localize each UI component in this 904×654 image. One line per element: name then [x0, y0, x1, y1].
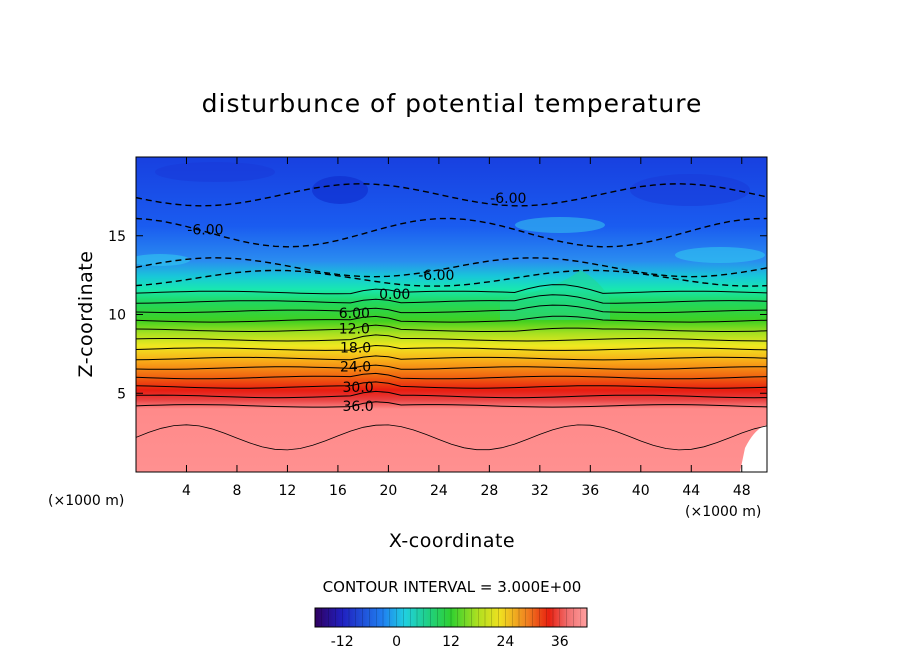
y-tick-label: 15	[108, 229, 126, 245]
chart-title: disturbunce of potential temperature	[202, 89, 703, 118]
cold-patch	[312, 176, 368, 204]
contour-line	[136, 355, 767, 361]
x-tick-label: 40	[632, 483, 650, 499]
x-tick-label: 20	[379, 483, 397, 499]
x-tick-label: 48	[733, 483, 751, 499]
blank-patch	[740, 425, 767, 472]
y-axis-label: Z-coordinate	[75, 251, 97, 378]
contour-line	[136, 304, 767, 314]
colorbar-tick-label: 0	[392, 634, 401, 650]
contour-label: 30.0	[343, 380, 374, 396]
contour-line-negative	[136, 183, 767, 207]
colorbar-tick-label: 24	[496, 634, 514, 650]
contour-label: 18.0	[340, 341, 371, 357]
x-tick-label: 8	[232, 483, 241, 499]
warm-streak	[136, 254, 190, 266]
x-tick-label: 4	[182, 483, 191, 499]
contour-line	[136, 364, 767, 370]
x-tick-label: 12	[279, 483, 297, 499]
warm-streak	[675, 247, 765, 263]
colorbar	[314, 607, 588, 628]
y-tick-label: 5	[117, 386, 126, 402]
y-tick-label: 10	[108, 308, 126, 324]
x-axis-ticks: 4 8 12 16 20 24 28 32 36 40 44 48	[182, 157, 751, 499]
y-axis-unit: (×1000 m)	[48, 493, 124, 509]
contour-line	[136, 381, 767, 389]
x-tick-label: 28	[480, 483, 498, 499]
contour-line	[136, 284, 767, 295]
x-axis-unit: (×1000 m)	[685, 504, 761, 520]
contour-line	[136, 315, 767, 323]
contour-line-low	[136, 424, 767, 451]
colorbar-ticks: -12 0 12 24 36	[331, 634, 569, 650]
contour-label: 36.0	[343, 399, 374, 415]
contour-label: 0.00	[379, 287, 410, 303]
contour-label: -6.00	[187, 222, 223, 238]
cold-patch	[155, 162, 275, 182]
contour-label: 6.00	[339, 306, 370, 322]
contour-line	[136, 324, 767, 333]
contour-line	[136, 334, 767, 342]
colorbar-tick-label: 12	[442, 634, 460, 650]
x-tick-label: 16	[329, 483, 347, 499]
contour-line-negative	[136, 257, 767, 278]
contour-interval-text: CONTOUR INTERVAL = 3.000E+00	[323, 578, 582, 596]
potential-temperature-field	[136, 157, 767, 472]
contour-label: 24.0	[340, 359, 371, 375]
contour-line	[136, 401, 767, 408]
contour-lines	[136, 183, 767, 451]
y-axis-ticks: 5 10 15	[108, 229, 767, 402]
x-axis-label: X-coordinate	[389, 530, 515, 552]
contour-line	[136, 294, 767, 304]
contour-label: 12.0	[339, 322, 370, 338]
contour-line-negative	[136, 217, 767, 248]
contour-label: -6.00	[490, 191, 526, 207]
colorbar-segments	[314, 608, 588, 627]
warm-streak	[515, 217, 605, 233]
x-tick-label: 44	[682, 483, 700, 499]
x-tick-label: 32	[531, 483, 549, 499]
contour-line	[136, 390, 767, 399]
colorbar-tick-label: -12	[331, 634, 354, 650]
x-tick-label: 24	[430, 483, 448, 499]
contour-line	[136, 372, 767, 380]
x-tick-label: 36	[581, 483, 599, 499]
contour-label: -6.00	[418, 268, 454, 284]
cold-patch	[630, 174, 750, 206]
contour-line	[136, 344, 767, 351]
colorbar-tick-label: 36	[551, 634, 569, 650]
